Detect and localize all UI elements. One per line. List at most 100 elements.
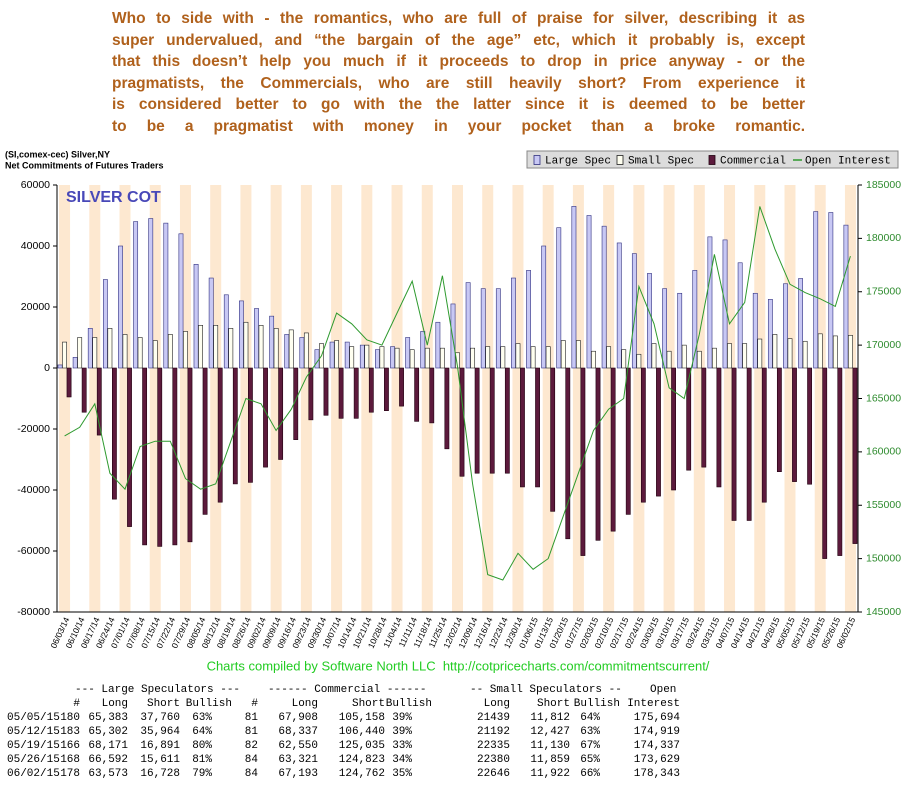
bar [254,308,259,369]
table-cell: 84 [245,768,259,780]
bar [465,282,471,369]
bar [686,367,692,471]
table-cell: 37,760 [140,712,180,724]
table-cell: 79% [192,768,212,780]
bar [828,212,834,369]
bar [656,367,661,497]
table-cell: 66% [580,768,600,780]
bar [284,334,290,369]
bar [338,367,344,419]
bar [692,270,698,369]
table-column-header: Short [537,698,570,710]
bar [798,278,804,369]
bar [258,324,264,369]
bar [107,328,113,369]
band-shade [814,185,826,612]
bar [480,288,486,369]
band-shade [482,185,494,612]
band-shade [119,185,131,612]
bar [535,367,540,488]
band-shade [361,185,373,612]
band-shade [844,185,856,612]
bar [308,367,314,421]
intro-line: pragmatists, the Commercials, who are st… [112,74,805,92]
legend-marker [533,155,541,165]
table-cell: 81 [245,712,259,724]
bar [248,367,253,483]
table-cell: 63,321 [278,754,318,766]
table-cell: 39% [392,726,412,738]
y2-tick-label: 170000 [866,339,901,351]
bar [157,367,163,547]
table-cell: 16,891 [140,740,180,752]
bar [761,367,767,503]
bar [232,367,238,485]
bar [571,206,577,369]
bar [651,343,657,369]
bar [495,288,501,369]
table-group-header: --- Large Speculators --- [75,684,240,696]
bar [142,367,148,546]
band-shade [210,185,222,612]
bar [545,346,551,369]
bar [303,332,309,369]
bar [424,347,430,369]
bar [707,236,713,369]
table-cell: 05/05/15 [7,712,60,724]
bar [269,315,275,369]
table-cell: 124,762 [339,768,385,780]
band-shade [149,185,161,612]
bar [677,292,683,369]
band-shade [331,185,343,612]
table-cell: 125,035 [339,740,385,752]
bar [344,341,350,369]
bar [208,277,214,369]
bar [217,367,223,503]
table-cell: 174,337 [634,740,680,752]
bar [610,367,616,532]
bar [429,367,435,424]
bar [530,346,536,369]
table-cell: 174,919 [634,726,680,738]
bar [832,335,838,369]
bar [167,334,173,369]
bar [364,344,370,369]
table-cell: 22646 [477,768,510,780]
bar [662,288,667,369]
intro-line: that this doesn’t help you much if it pr… [112,53,805,70]
chart-header: (SI,comex-cec) Silver,NY [5,149,110,159]
bar [273,328,279,369]
bar [349,346,355,369]
table-cell: 11,859 [530,754,570,766]
bar [822,367,828,559]
bar [802,340,808,369]
table-cell: 34% [392,754,412,766]
y-tick-label: -20000 [17,423,50,435]
bar [474,367,480,474]
table-column-header: Interest [627,698,680,710]
table-column-header: Long [292,698,318,710]
bar [470,347,476,369]
bar [152,340,158,369]
bar [616,242,622,369]
bar [334,340,339,369]
bar [122,334,128,369]
table-column-header: Bullish [386,698,432,710]
bar [379,346,385,369]
table-column-header: Bullish [186,698,232,710]
bar [239,300,244,369]
bar [731,367,737,521]
band-shade [59,185,71,612]
bar [631,253,637,369]
bar [118,245,123,369]
bar [450,303,456,369]
bar [399,367,404,407]
table-cell: 65% [580,754,600,766]
bar [193,263,199,369]
legend-label: Large Spec [545,155,611,167]
table-group-header: Open [650,684,676,696]
band-shade [693,185,705,612]
bar [848,334,853,369]
table-cell: 39% [392,712,412,724]
intro-line: to be a pragmatist with money in your po… [112,117,805,135]
